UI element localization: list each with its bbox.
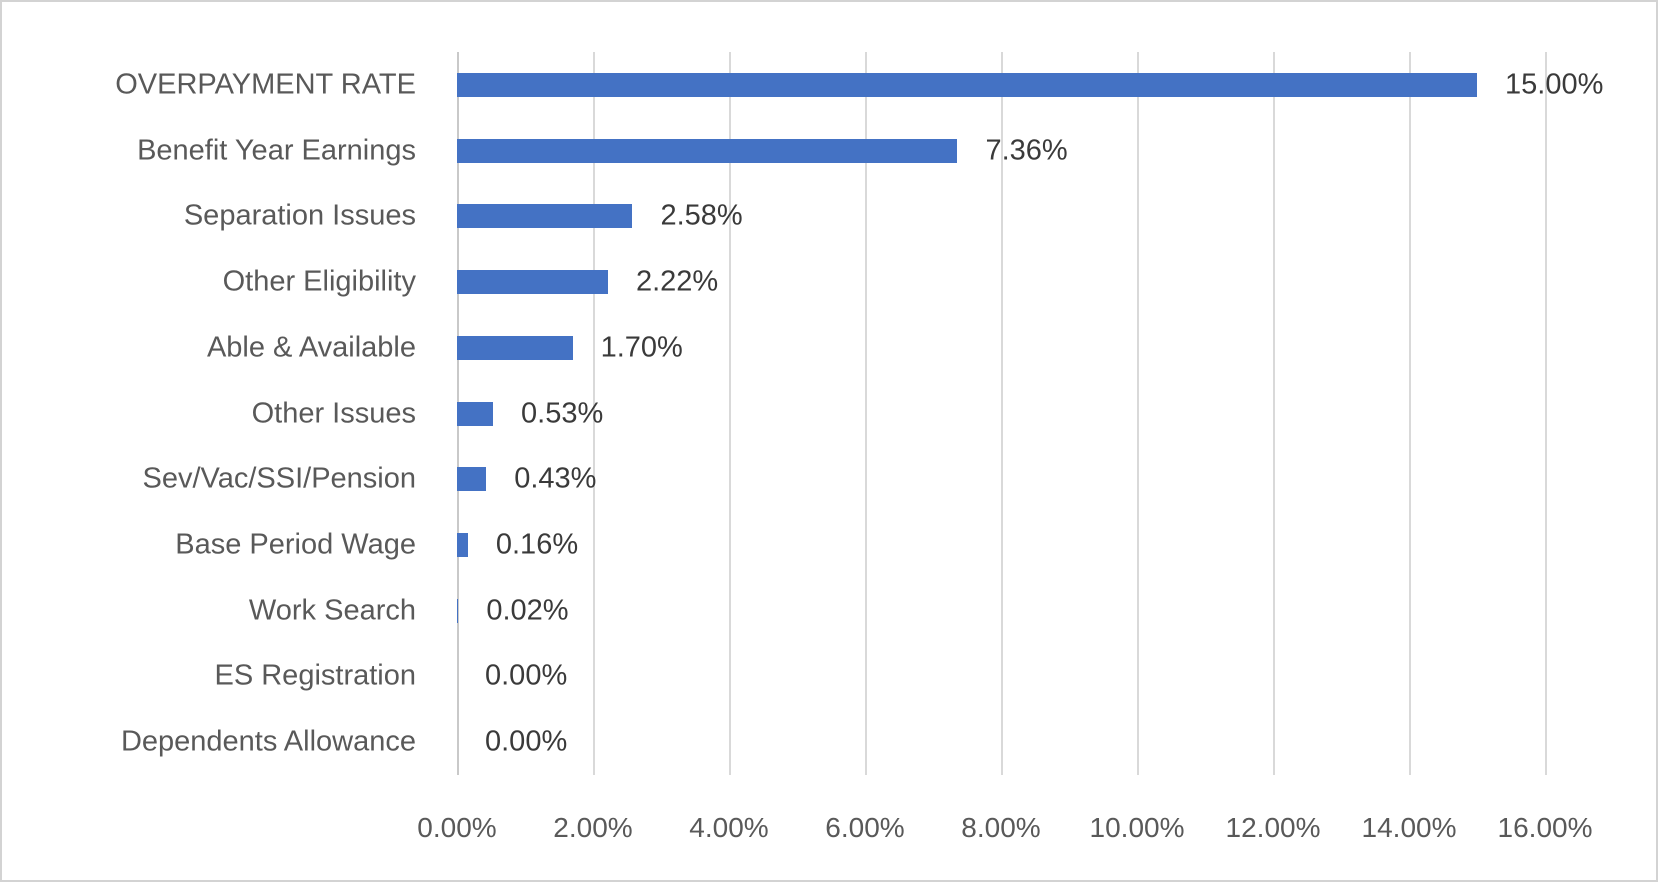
- data-label: 0.43%: [514, 462, 597, 495]
- bar: [457, 401, 494, 426]
- category-label: Sev/Vac/SSI/Pension: [142, 462, 416, 495]
- gridline: [593, 52, 595, 775]
- category-label: Other Issues: [251, 397, 416, 430]
- bar: [457, 72, 1477, 97]
- chart-row: Other Eligibility 2.22%: [2, 249, 1656, 315]
- x-tick-label: 4.00%: [689, 812, 769, 843]
- gridline: [1409, 52, 1411, 775]
- chart-row: Dependents Allowance 0.00%: [2, 709, 1656, 775]
- bar: [457, 270, 608, 295]
- x-tick-label: 10.00%: [1089, 812, 1185, 843]
- data-label: 7.36%: [985, 134, 1068, 167]
- x-axis: 0.00% 2.00% 4.00% 6.00% 8.00% 10.00% 12.…: [417, 812, 1592, 852]
- category-label: OVERPAYMENT RATE: [115, 68, 416, 101]
- bar-rows: OVERPAYMENT RATE 15.00% Benefit Year Ear…: [2, 52, 1656, 775]
- gridline: [1001, 52, 1003, 775]
- gridline: [729, 52, 731, 775]
- category-label: Separation Issues: [183, 199, 416, 232]
- chart-row: Work Search 0.02%: [2, 578, 1656, 644]
- gridline: [1545, 52, 1547, 775]
- x-tick-label: 14.00%: [1361, 812, 1457, 843]
- bar: [457, 598, 459, 623]
- bar: [457, 138, 958, 163]
- x-tick-label: 12.00%: [1225, 812, 1321, 843]
- data-label: 2.22%: [635, 265, 719, 298]
- data-label: 2.58%: [660, 199, 743, 232]
- bar: [457, 533, 468, 557]
- chart-row: Sev/Vac/SSI/Pension 0.43%: [2, 446, 1656, 512]
- x-tick-label: 2.00%: [553, 812, 633, 843]
- category-label: Work Search: [248, 594, 416, 627]
- category-label: Benefit Year Earnings: [137, 134, 416, 167]
- x-tick-label: 0.00%: [417, 812, 497, 843]
- category-label: Able & Available: [206, 331, 416, 364]
- chart-row: Benefit Year Earnings 7.36%: [2, 118, 1656, 184]
- data-label: 0.00%: [485, 725, 568, 758]
- data-label: 0.16%: [495, 528, 579, 561]
- chart-row: Other Issues 0.53%: [2, 381, 1656, 447]
- bar: [457, 335, 573, 360]
- bar: [457, 204, 633, 229]
- category-label: Other Eligibility: [222, 265, 416, 298]
- category-label: ES Registration: [214, 659, 417, 692]
- gridline: [1137, 52, 1139, 775]
- data-label: 0.02%: [486, 594, 569, 627]
- category-label: Base Period Wage: [175, 528, 416, 561]
- chart-row: Separation Issues 2.58%: [2, 183, 1656, 249]
- chart-row: ES Registration 0.00%: [2, 644, 1656, 710]
- gridline: [865, 52, 867, 775]
- x-tick-label: 8.00%: [961, 812, 1041, 843]
- x-tick-label: 6.00%: [825, 812, 905, 843]
- data-label: 1.70%: [600, 331, 683, 364]
- chart-row: Able & Available 1.70%: [2, 315, 1656, 381]
- data-label: 0.53%: [521, 397, 604, 430]
- bar: [457, 467, 487, 492]
- x-tick-label: 16.00%: [1497, 812, 1593, 843]
- chart-row: Base Period Wage 0.16%: [2, 512, 1656, 578]
- category-label: Dependents Allowance: [120, 725, 416, 758]
- data-label: 15.00%: [1505, 68, 1604, 101]
- data-label: 0.00%: [485, 659, 568, 692]
- chart-row: OVERPAYMENT RATE 15.00%: [2, 52, 1656, 118]
- gridline: [1273, 52, 1275, 775]
